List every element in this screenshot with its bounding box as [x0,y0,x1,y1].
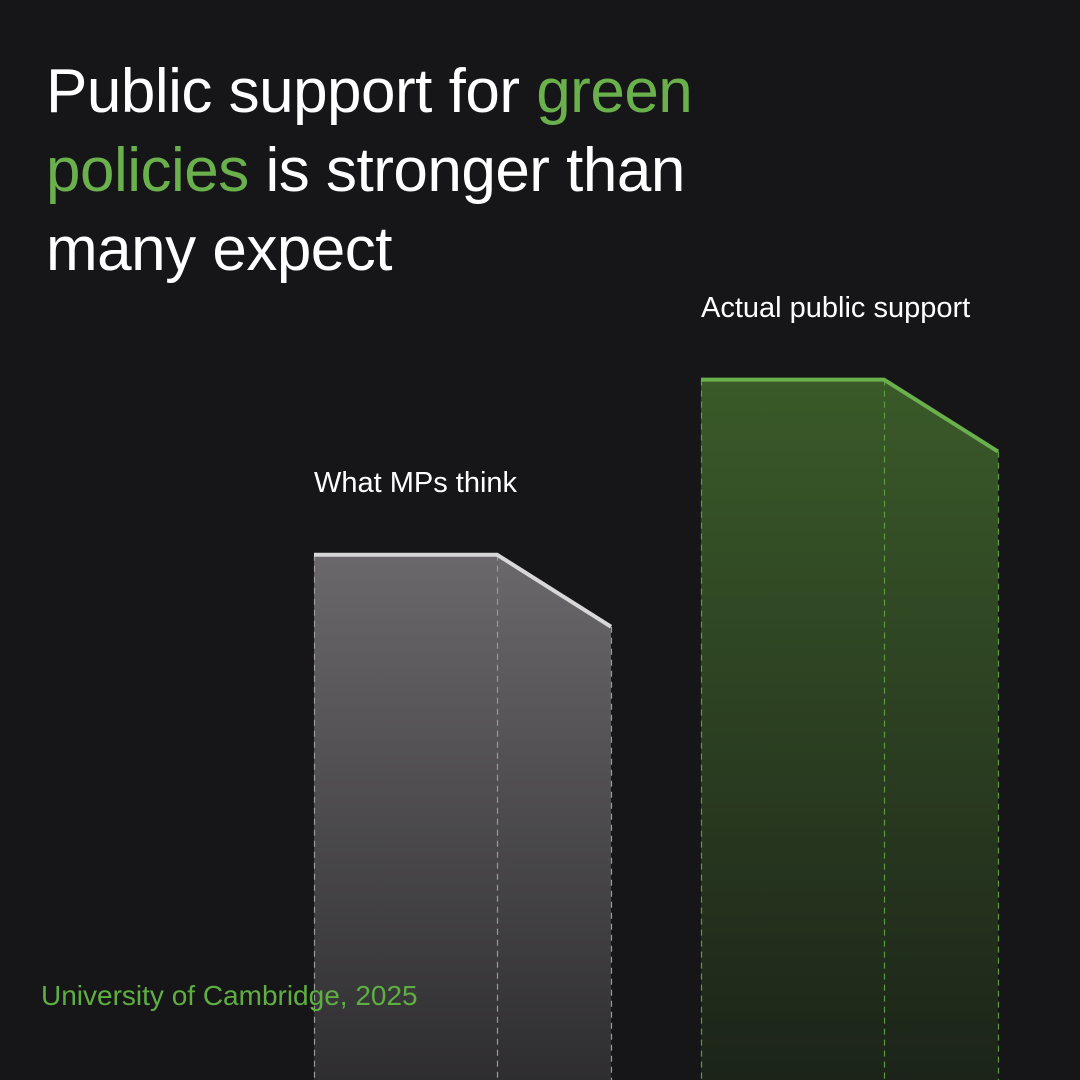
bar-top-line-mps [314,552,613,629]
category-label-public: Actual public support [701,291,971,324]
title-part-2: is stronger than many expect [46,136,685,284]
source-credit: University of Cambridge, 2025 [41,980,418,1011]
bar-public [700,377,1000,1080]
category-label-mps: What MPs think [314,466,518,499]
chart-title: Public support for green policies is str… [46,52,826,289]
title-part-1: Public support for [46,57,537,126]
bar-body-mps [314,554,611,1080]
bar-body-public [701,379,998,1080]
title-highlight: green policies [46,57,693,205]
bar-mps [313,552,613,1080]
bar-top-line-public [701,377,1000,454]
